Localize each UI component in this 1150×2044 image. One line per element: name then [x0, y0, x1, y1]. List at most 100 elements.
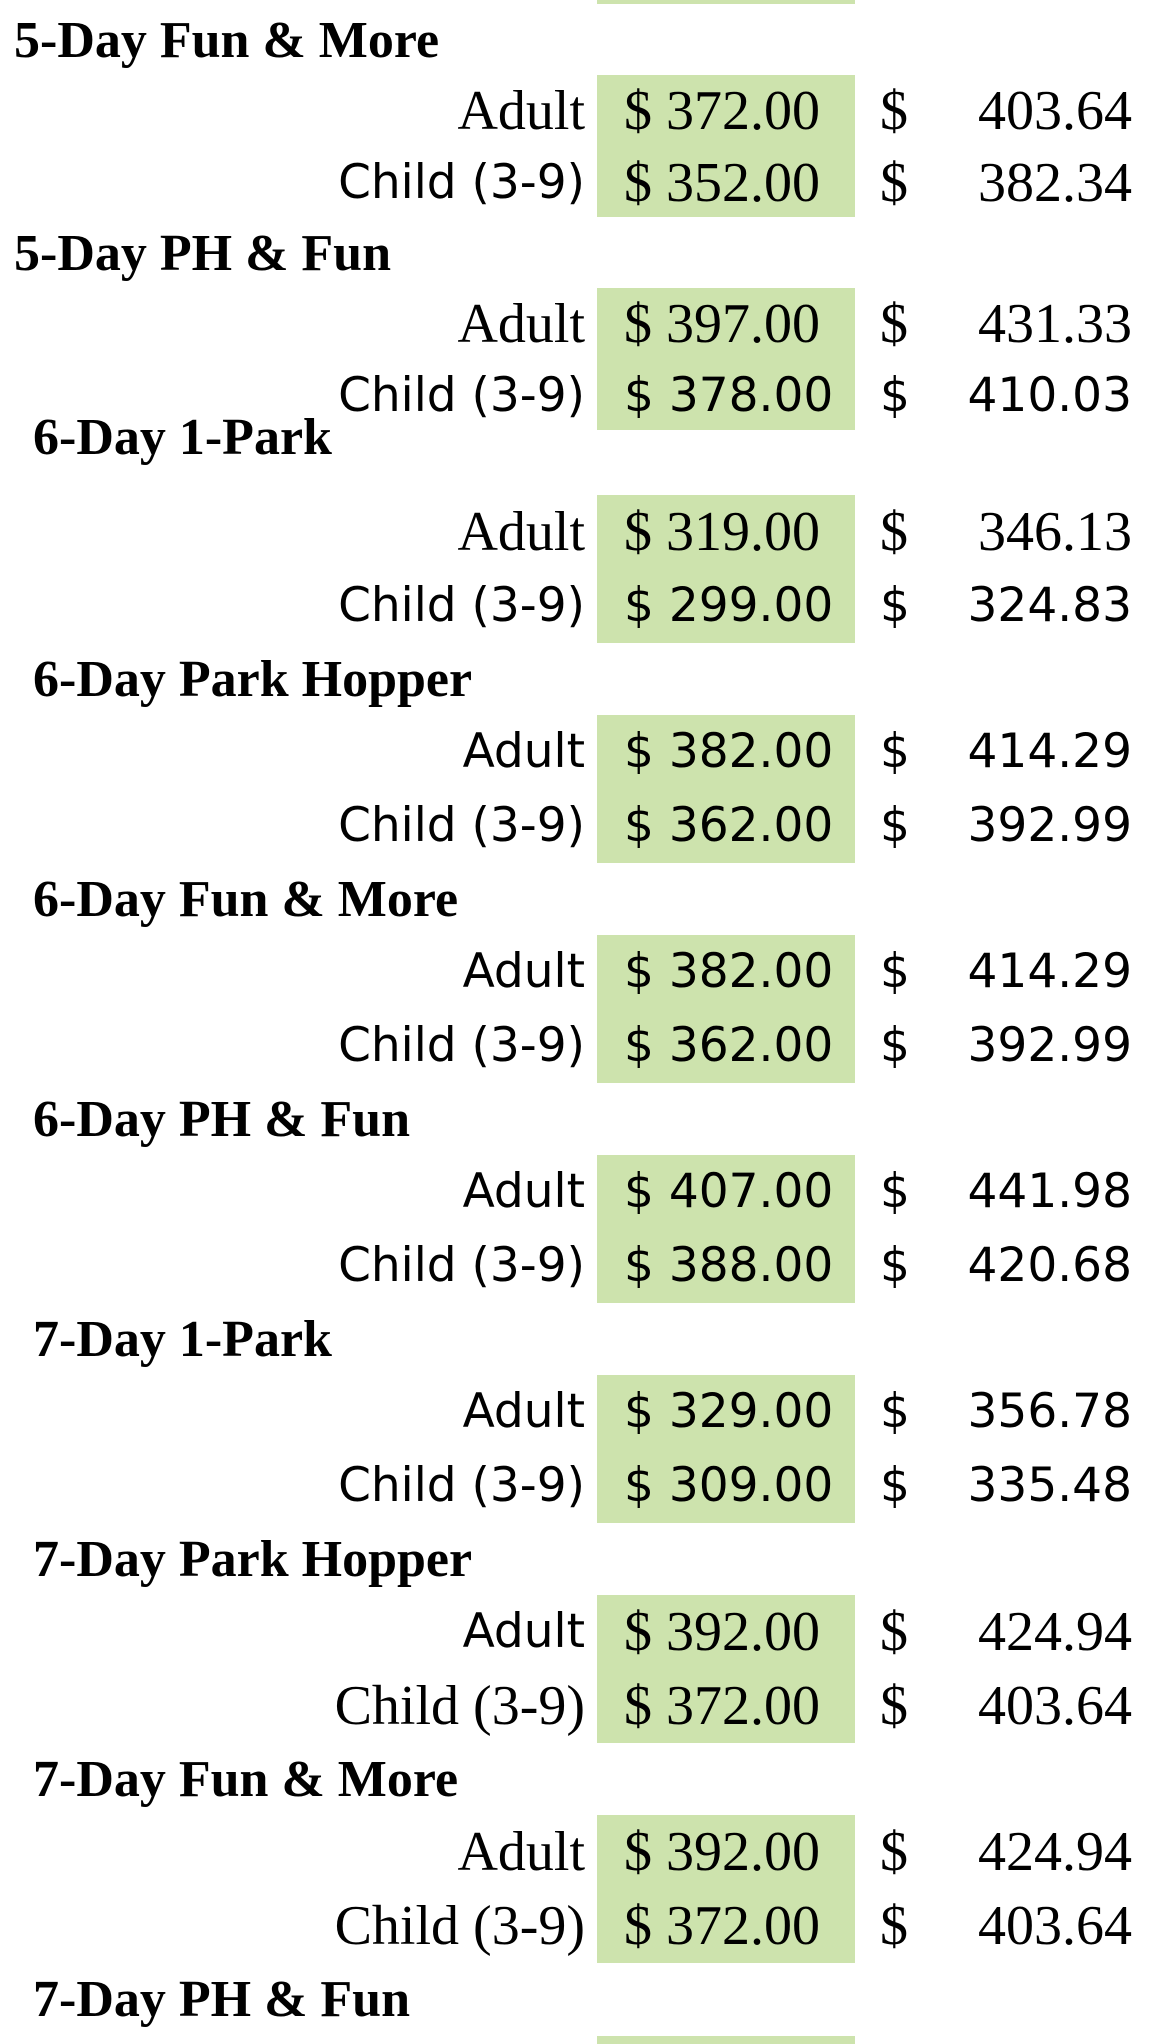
base-price: $ 319.00 [624, 501, 820, 563]
base-price: $ 372.00 [624, 1895, 820, 1957]
base-price: $ 329.00 [624, 1384, 834, 1439]
total-price: 324.83 [967, 578, 1132, 633]
ticket-type-label: Child (3-9) [338, 1458, 585, 1513]
ticket-type-label: Child (3-9) [338, 578, 585, 633]
section-heading: 6-Day 1-Park [33, 409, 332, 466]
total-price: 441.98 [967, 1164, 1132, 1219]
ticket-type-label: Child (3-9) [334, 1895, 585, 1957]
base-price: $ 352.00 [624, 152, 820, 214]
highlight-cell [597, 1375, 855, 1523]
base-price: $ 372.00 [624, 1675, 820, 1737]
currency-symbol: $ [880, 80, 908, 142]
currency-symbol: $ [880, 293, 908, 355]
total-price: 403.64 [978, 80, 1132, 142]
currency-symbol: $ [880, 1238, 910, 1293]
currency-symbol: $ [880, 724, 910, 779]
price-row: Adult $ 392.00 $ 424.94 [0, 1600, 1150, 1664]
highlight-cell [597, 2036, 855, 2044]
price-row: Adult $ 319.00 $ 346.13 [0, 500, 1150, 564]
currency-symbol: $ [880, 944, 910, 999]
highlight-cell [597, 1155, 855, 1303]
section-heading: 6-Day Park Hopper [33, 651, 473, 708]
currency-symbol: $ [880, 1821, 908, 1883]
ticket-type-label: Adult [462, 1604, 585, 1659]
price-row: Adult $ 382.00 $ 414.29 [0, 940, 1150, 1004]
section-heading: 6-Day PH & Fun [33, 1091, 410, 1148]
price-row: Child (3-9) $ 362.00 $ 392.99 [0, 794, 1150, 858]
price-row: Child (3-9) $ 378.00 $ 410.03 [0, 364, 1150, 428]
price-row: Child (3-9) $ 372.00 $ 403.64 [0, 1674, 1150, 1738]
price-row: Child (3-9) $ 388.00 $ 420.68 [0, 1234, 1150, 1298]
total-price: 414.29 [967, 724, 1132, 779]
highlight-cell [597, 288, 855, 430]
currency-symbol: $ [880, 368, 910, 423]
base-price: $ 397.00 [624, 293, 820, 355]
currency-symbol: $ [880, 501, 908, 563]
total-price: 410.03 [967, 368, 1132, 423]
base-price: $ 362.00 [624, 798, 834, 853]
ticket-type-label: Adult [462, 1164, 585, 1219]
total-price: 392.99 [967, 1018, 1132, 1073]
base-price: $ 407.00 [624, 1164, 834, 1219]
price-row: Adult $ 372.00 $ 403.64 [0, 79, 1150, 143]
total-price: 403.64 [978, 1675, 1132, 1737]
ticket-type-label: Child (3-9) [338, 155, 585, 210]
ticket-type-label: Child (3-9) [338, 1018, 585, 1073]
base-price: $ 378.00 [624, 368, 834, 423]
highlight-cell [597, 75, 855, 217]
base-price: $ 392.00 [624, 1821, 820, 1883]
section-heading: 5-Day PH & Fun [14, 225, 391, 282]
section-heading: 7-Day PH & Fun [33, 1971, 410, 2028]
currency-symbol: $ [880, 1458, 910, 1513]
price-row: Child (3-9) $ 299.00 $ 324.83 [0, 574, 1150, 638]
highlight-cell [597, 495, 855, 643]
price-row: Adult $ 329.00 $ 356.78 [0, 1380, 1150, 1444]
price-row: Child (3-9) $ 352.00 $ 382.34 [0, 151, 1150, 215]
price-row: Adult $ 397.00 $ 431.33 [0, 292, 1150, 356]
total-price: 414.29 [967, 944, 1132, 999]
total-price: 424.94 [978, 1821, 1132, 1883]
base-price: $ 382.00 [624, 724, 834, 779]
ticket-type-label: Child (3-9) [334, 1675, 585, 1737]
total-price: 403.64 [978, 1895, 1132, 1957]
price-row: Adult $ 382.00 $ 414.29 [0, 720, 1150, 784]
total-price: 356.78 [967, 1384, 1132, 1439]
price-row: Child (3-9) $ 372.00 $ 403.64 [0, 1894, 1150, 1958]
currency-symbol: $ [880, 1895, 908, 1957]
base-price: $ 382.00 [624, 944, 834, 999]
highlight-cell [597, 715, 855, 863]
ticket-type-label: Adult [457, 1821, 585, 1883]
ticket-type-label: Adult [457, 501, 585, 563]
ticket-type-label: Adult [462, 944, 585, 999]
highlight-cell [597, 0, 855, 4]
total-price: 382.34 [978, 152, 1132, 214]
currency-symbol: $ [880, 1601, 908, 1663]
currency-symbol: $ [880, 1675, 908, 1737]
ticket-type-label: Child (3-9) [338, 798, 585, 853]
currency-symbol: $ [880, 798, 910, 853]
highlight-cell [597, 935, 855, 1083]
ticket-type-label: Child (3-9) [338, 368, 585, 423]
price-row: Adult $ 392.00 $ 424.94 [0, 1820, 1150, 1884]
base-price: $ 372.00 [624, 80, 820, 142]
ticket-type-label: Child (3-9) [338, 1238, 585, 1293]
section-heading: 5-Day Fun & More [14, 12, 440, 69]
ticket-type-label: Adult [457, 293, 585, 355]
highlight-cell [597, 1815, 855, 1963]
currency-symbol: $ [880, 578, 910, 633]
total-price: 335.48 [967, 1458, 1132, 1513]
section-heading: 7-Day Fun & More [33, 1751, 459, 1808]
ticket-type-label: Adult [457, 80, 585, 142]
total-price: 392.99 [967, 798, 1132, 853]
total-price: 420.68 [967, 1238, 1132, 1293]
price-row: Child (3-9) $ 309.00 $ 335.48 [0, 1454, 1150, 1518]
section-heading: 7-Day Park Hopper [33, 1531, 473, 1588]
base-price: $ 392.00 [624, 1601, 820, 1663]
total-price: 431.33 [978, 293, 1132, 355]
section-heading: 7-Day 1-Park [33, 1311, 332, 1368]
ticket-type-label: Adult [462, 1384, 585, 1439]
currency-symbol: $ [880, 152, 908, 214]
base-price: $ 299.00 [624, 578, 834, 633]
currency-symbol: $ [880, 1018, 910, 1073]
